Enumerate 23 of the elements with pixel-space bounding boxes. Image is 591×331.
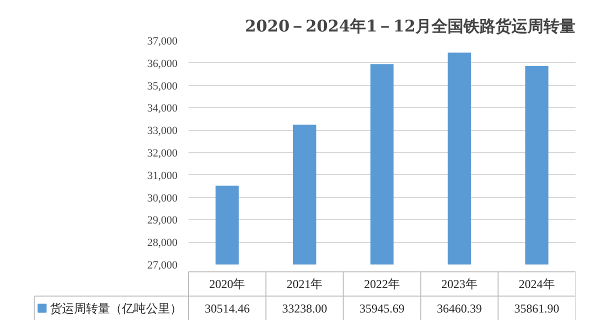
y-tick-label: 27,000 <box>147 260 178 272</box>
x-tick-label: 2024年 <box>518 276 555 291</box>
data-label: 35945.69 <box>360 301 404 316</box>
y-tick-label: 28,000 <box>147 237 178 250</box>
data-label: 35861.90 <box>514 301 560 316</box>
y-tick-label: 31,000 <box>147 170 178 182</box>
y-tick-label: 37,000 <box>147 36 178 48</box>
legend-label: 货运周转量（亿吨公里） <box>50 301 182 316</box>
x-tick-label: 2022年 <box>364 276 400 291</box>
data-label: 33238.00 <box>282 301 328 316</box>
y-tick-label: 36,000 <box>147 58 178 70</box>
y-tick-label: 29,000 <box>147 214 178 227</box>
data-label: 36460.39 <box>436 301 482 316</box>
y-tick-label: 33,000 <box>147 125 178 138</box>
chart-title: 2020－2024年1－12月全国铁路货运周转量 <box>245 16 576 36</box>
y-tick-label: 35,000 <box>147 80 178 92</box>
y-tick-label: 30,000 <box>147 192 178 204</box>
y-tick-label: 32,000 <box>147 148 178 160</box>
x-tick-label: 2023年 <box>441 276 478 291</box>
data-label: 30514.46 <box>204 301 250 316</box>
x-tick-label: 2021年 <box>286 276 323 291</box>
y-tick-label: 34,000 <box>147 102 178 115</box>
x-tick-label: 2020年 <box>209 276 246 291</box>
